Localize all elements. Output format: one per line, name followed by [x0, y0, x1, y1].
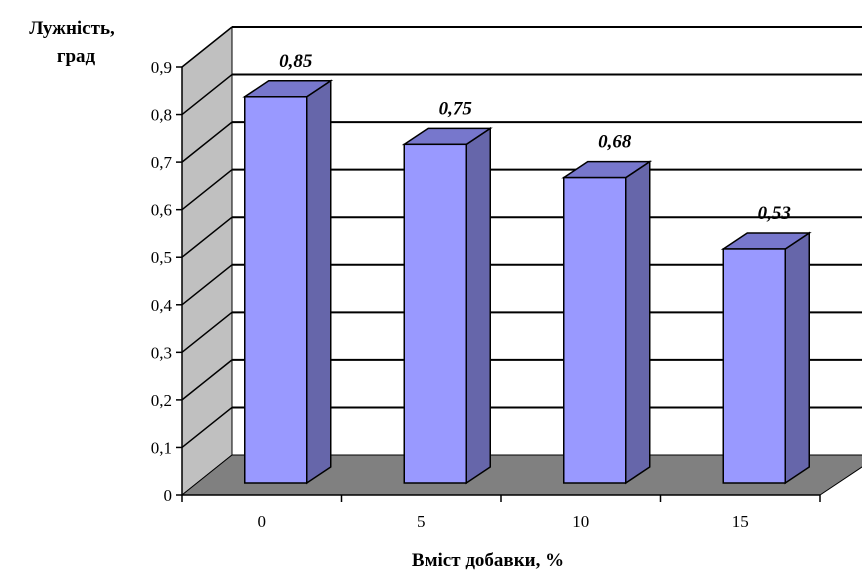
- gridline-side: [181, 406, 233, 449]
- gridline-side: [181, 73, 233, 116]
- y-tick-label: 0: [164, 486, 173, 505]
- y-tick-label: 0,4: [151, 296, 173, 315]
- y-tick-label: 0,6: [151, 201, 172, 220]
- bar-front: [722, 248, 786, 484]
- y-tick-label: 0,1: [151, 438, 172, 457]
- y-tick-label: 0,7: [151, 153, 173, 172]
- axes: 0 0,1 0,2 0,3 0,4 0,5 0,6 0,7 0,8 0,9 0 5 10 15: [151, 58, 821, 531]
- data-label: 0,53: [758, 203, 791, 224]
- y-tick-label: 0,2: [151, 391, 172, 410]
- bar-front: [244, 96, 308, 484]
- x-tick-label: 15: [732, 512, 749, 531]
- bar: [561, 160, 653, 485]
- x-tick-label: 0: [258, 512, 267, 531]
- bar-side: [306, 79, 332, 485]
- y-axis-title-line1: Лужність,: [29, 18, 115, 39]
- y-tick-label: 0,9: [151, 58, 172, 77]
- x-tick-label: 10: [572, 512, 589, 531]
- data-label: 0,85: [279, 51, 313, 72]
- bar-front: [563, 176, 627, 484]
- y-tick-label: 0,8: [151, 106, 172, 125]
- bar-front: [403, 143, 467, 484]
- gridline-side: [181, 121, 233, 163]
- bars: 0,85 0,75 0,68 0,53: [242, 51, 812, 485]
- gridline-side: [181, 216, 233, 258]
- data-label: 0,68: [598, 132, 632, 153]
- bar-side: [625, 160, 651, 485]
- y-axis-title-line2: град: [57, 46, 96, 67]
- gridline-side: [181, 169, 233, 211]
- bar: [401, 126, 493, 485]
- bar: [720, 231, 812, 485]
- y-tick-label: 0,5: [151, 248, 172, 267]
- data-label: 0,75: [439, 98, 473, 119]
- y-tick-label: 0,3: [151, 343, 172, 362]
- side-wall: [181, 25, 233, 497]
- bar-side: [465, 126, 491, 485]
- x-tick-label: 5: [417, 512, 426, 531]
- gridline-side: [181, 264, 233, 306]
- bar: [242, 79, 334, 485]
- gridline-side: [181, 311, 233, 353]
- gridline-side: [181, 26, 233, 68]
- x-axis-title: Вміст добавки, %: [412, 550, 564, 571]
- bar-side: [784, 231, 810, 485]
- gridline-side: [181, 359, 233, 401]
